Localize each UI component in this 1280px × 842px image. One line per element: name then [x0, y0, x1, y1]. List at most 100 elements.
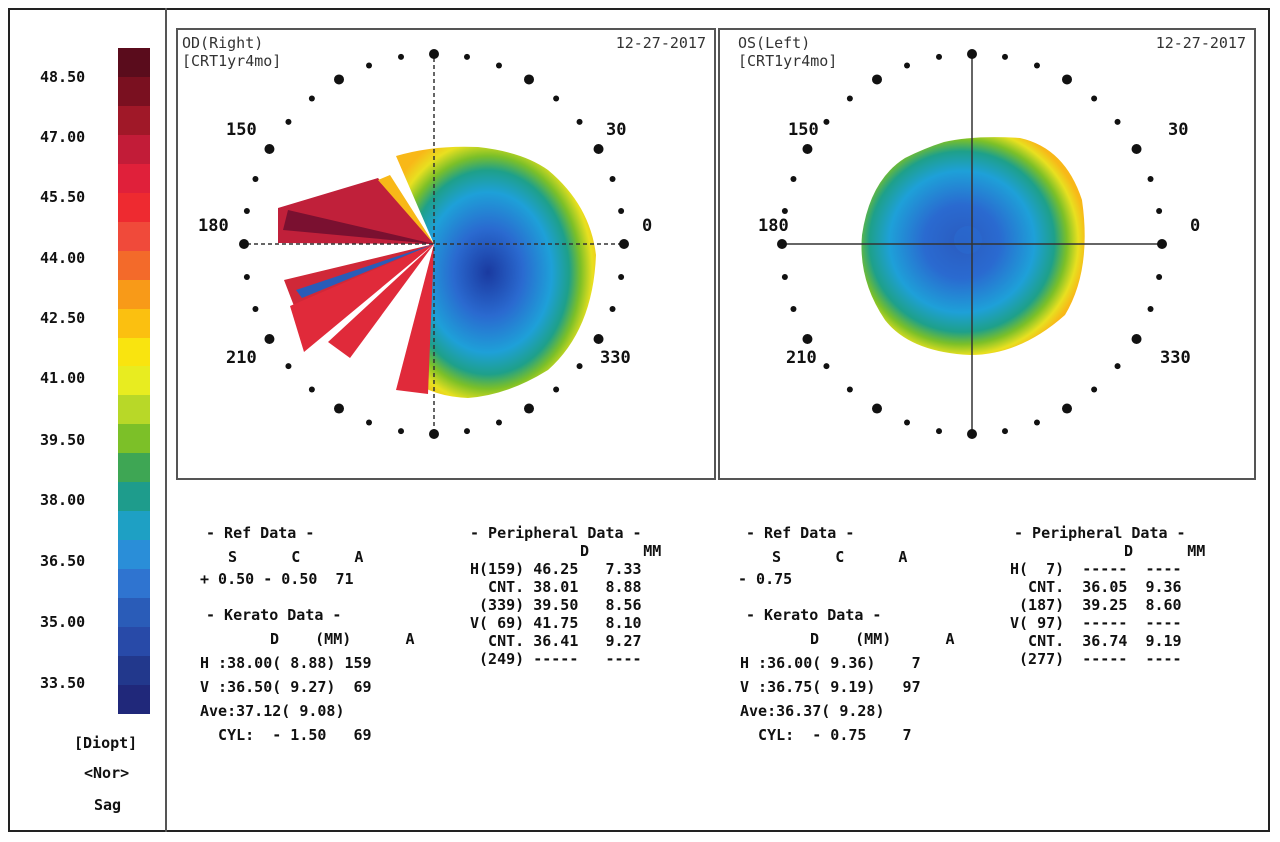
scale-mode: <Nor> — [84, 764, 130, 782]
od-wedge — [296, 244, 434, 298]
scale-swatch — [118, 684, 150, 714]
os-kerato-row: V :36.75( 9.19) 97 — [740, 678, 921, 696]
ring-dot — [366, 419, 373, 426]
ring-dot — [1091, 95, 1098, 102]
ring-dot — [334, 403, 344, 414]
scale-swatch — [118, 76, 150, 106]
od-angle-180: 180 — [198, 216, 229, 236]
ring-dot — [1156, 208, 1163, 215]
od-ref-header: S C A — [228, 548, 364, 566]
ring-dot — [1091, 386, 1098, 393]
ring-dot — [239, 239, 249, 249]
ring-dot — [790, 176, 797, 183]
ring-dot — [264, 144, 275, 154]
os-topography-map — [777, 49, 1167, 439]
ring-dot — [823, 118, 830, 125]
os-map-panel: OS(Left) [CRT1yr4mo] 12-27-2017 150 30 1… — [718, 28, 1256, 480]
os-angle-210: 210 — [786, 348, 817, 368]
od-peripheral-row: (249) ----- ---- — [470, 650, 642, 668]
ring-dot — [781, 208, 788, 215]
od-peripheral-row: V( 69) 41.75 8.10 — [470, 614, 642, 632]
scale-swatch — [118, 598, 150, 628]
scale-swatch — [118, 453, 150, 483]
scale-tick: 44.00 — [40, 249, 86, 267]
os-eye-label: OS(Left) — [738, 34, 811, 52]
od-ref-values: + 0.50 - 0.50 71 — [200, 570, 354, 588]
od-kerato-row: V :36.50( 9.27) 69 — [200, 678, 372, 696]
ring-dot — [967, 49, 977, 59]
od-wedge — [290, 244, 434, 352]
ring-dot — [967, 429, 977, 439]
od-kerato-title: - Kerato Data - — [206, 606, 342, 624]
ring-dot — [398, 428, 405, 435]
ring-dot — [1147, 305, 1154, 312]
ring-dot — [285, 118, 292, 125]
scale-swatch — [118, 540, 150, 570]
scale-tick: 42.50 — [40, 309, 86, 327]
scale-swatch — [118, 627, 150, 657]
ring-dot — [366, 62, 373, 69]
ring-dot — [252, 305, 259, 312]
ring-dot — [846, 95, 853, 102]
ring-dot — [823, 363, 830, 370]
report-frame — [8, 8, 1270, 832]
scale-unit: [Diopt] — [74, 734, 138, 752]
ring-dot — [252, 176, 259, 183]
ring-dot — [553, 95, 560, 102]
ring-dot — [398, 53, 405, 60]
ring-dot — [553, 386, 560, 393]
scale-swatch — [118, 105, 150, 135]
ring-dot — [790, 305, 797, 312]
color-scale-bar — [118, 48, 150, 714]
ring-dot — [524, 403, 534, 414]
os-peripheral-row: CNT. 36.74 9.19 — [1010, 632, 1182, 650]
ring-dot — [777, 239, 787, 249]
ring-dot — [802, 334, 813, 344]
ring-dot — [576, 118, 583, 125]
ring-dot — [463, 428, 470, 435]
scale-tick: 39.50 — [40, 431, 86, 449]
os-kerato-title: - Kerato Data - — [746, 606, 882, 624]
scale-tick: 35.00 — [40, 613, 86, 631]
od-series-label: [CRT1yr4mo] — [182, 52, 282, 70]
ring-dot — [872, 74, 882, 85]
ring-dot — [872, 403, 882, 414]
od-peripheral-row: CNT. 36.41 9.27 — [470, 632, 642, 650]
ring-dot — [1033, 62, 1040, 69]
scale-swatch — [118, 163, 150, 193]
os-kerato-header: D (MM) A — [810, 630, 955, 648]
ring-dot — [593, 144, 604, 154]
scale-tick: 38.00 — [40, 491, 86, 509]
os-peripheral-row: (187) 39.25 8.60 — [1010, 596, 1182, 614]
os-peripheral-row: H( 7) ----- ---- — [1010, 560, 1182, 578]
od-topography-map — [239, 49, 629, 439]
scale-swatch — [118, 221, 150, 251]
od-kerato-row: Ave:37.12( 9.08) — [200, 702, 345, 720]
scale-tick: 36.50 — [40, 552, 86, 570]
od-wedge — [378, 175, 434, 244]
os-peripheral-title: - Peripheral Data - — [1014, 524, 1186, 542]
ring-dot — [593, 334, 604, 344]
ring-dot — [285, 363, 292, 370]
od-kerato-row: CYL: - 1.50 69 — [200, 726, 372, 744]
ring-dot — [609, 176, 616, 183]
scale-swatch — [118, 48, 150, 77]
ring-dot — [618, 273, 625, 280]
legend-divider — [165, 8, 167, 832]
scale-swatch — [118, 366, 150, 396]
ring-dot — [802, 144, 813, 154]
scale-swatch — [118, 250, 150, 280]
ring-dot — [936, 53, 943, 60]
ring-dot — [1062, 74, 1072, 85]
ring-dot — [609, 305, 616, 312]
os-ref-values: - 0.75 — [738, 570, 793, 588]
scale-swatch — [118, 337, 150, 367]
os-angle-180: 180 — [758, 216, 789, 236]
ring-dot — [264, 334, 275, 344]
os-series-label: [CRT1yr4mo] — [738, 52, 838, 70]
scale-tick: 48.50 — [40, 68, 86, 86]
ring-dot — [1156, 273, 1163, 280]
os-center-spot — [954, 226, 982, 254]
ring-dot — [463, 53, 470, 60]
scale-tick: 33.50 — [40, 674, 86, 692]
